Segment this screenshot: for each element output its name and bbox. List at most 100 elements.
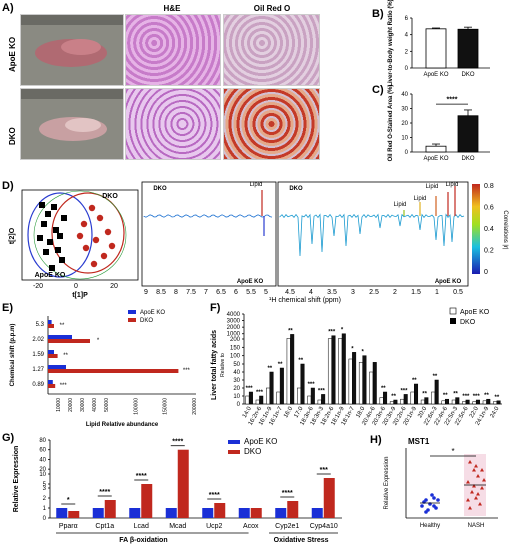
- f-significance: **: [381, 386, 386, 392]
- f-significance: **: [422, 392, 427, 398]
- oil-red-o-histology-dko: [223, 88, 320, 160]
- h-x-tick-label: NASH: [468, 523, 485, 529]
- h-point-nash: [466, 498, 470, 502]
- g-bar: [311, 508, 323, 518]
- f-significance: **: [298, 358, 303, 364]
- b-bar: [425, 28, 447, 69]
- g-bar: [177, 449, 189, 518]
- f-significance: ***: [318, 388, 326, 394]
- f-significance: *: [341, 328, 344, 334]
- h-point-nash: [468, 506, 472, 510]
- c-y-tick-label: 0: [405, 150, 409, 156]
- f-bar: [482, 400, 487, 405]
- d2-label-apoe: ApoE KO: [237, 279, 264, 285]
- g-legend-label: DKO: [244, 447, 261, 456]
- e-significance: *: [97, 338, 100, 344]
- e-bar: [48, 350, 54, 354]
- h-point-nash: [476, 474, 480, 478]
- d1-point-apoe: [57, 233, 63, 239]
- d1-point-dko: [96, 214, 104, 222]
- liver-photo-dko: [20, 88, 124, 160]
- liver-photo-apoe-ko: [20, 14, 124, 86]
- g-significance: ****: [172, 439, 183, 446]
- f-bar: [297, 387, 302, 405]
- g-x-tick-label: Acox: [243, 523, 259, 530]
- d1-ellipse-hotelling: [33, 190, 127, 280]
- h-point-nash: [476, 492, 480, 496]
- c-significance-stars: ****: [447, 96, 458, 103]
- c-y-tick-label: 40: [401, 92, 408, 98]
- f-x-tick-label: 14:0: [242, 405, 253, 419]
- f-y-tick-label: 10: [233, 394, 240, 400]
- h-point-nash: [482, 478, 486, 482]
- panel-label-a: A): [2, 2, 14, 14]
- g-y-tick-label: 10: [39, 472, 46, 478]
- f-bar: [462, 401, 467, 405]
- f-bar: [372, 362, 377, 405]
- d1-ellipse-apoe: [27, 192, 93, 278]
- e-legend-swatch: [128, 318, 136, 322]
- f-bar: [259, 395, 264, 405]
- e-legend-label: ApoE KO: [140, 310, 165, 316]
- f-y-tick-label: 100: [230, 354, 241, 360]
- e-bar: [48, 324, 54, 328]
- f-y-axis-title: Liver total fatty acids: [211, 330, 218, 400]
- g-y-tick-label: 1: [43, 506, 47, 512]
- d2-x-tick-label: 2: [393, 289, 397, 296]
- f-bar: [420, 399, 425, 405]
- c-y-tick-label: 30: [401, 107, 408, 113]
- e-significance: ***: [60, 383, 68, 389]
- h-point-nash: [472, 468, 476, 472]
- g-x-tick-label: Lcad: [134, 523, 149, 530]
- h-point-healthy: [436, 498, 440, 502]
- g-legend-label: ApoE KO: [244, 437, 277, 446]
- f-y-tick-label: 20: [233, 386, 240, 392]
- f-legend-swatch: [449, 307, 457, 315]
- h-point-healthy: [420, 504, 424, 508]
- f-significance: **: [433, 374, 438, 380]
- f-significance: **: [495, 395, 500, 401]
- f-bar: [441, 400, 446, 405]
- d1-group-label-dko: DKO: [102, 193, 118, 200]
- f-bar: [493, 401, 498, 405]
- d1-point-apoe: [43, 249, 49, 255]
- f-bar: [424, 397, 429, 405]
- f-legend-label: ApoE KO: [460, 309, 490, 316]
- g-significance: ****: [136, 473, 147, 480]
- h-point-healthy: [430, 493, 434, 497]
- col-header-he: H&E: [163, 4, 181, 13]
- c-x-tick-label: DKO: [461, 156, 474, 162]
- f-significance: *: [362, 350, 365, 356]
- f-significance: **: [288, 328, 293, 334]
- h-y-axis-label: Relative Expression: [384, 456, 390, 509]
- e-bar: [48, 354, 58, 358]
- g-bar: [129, 508, 141, 518]
- f-bar: [455, 397, 460, 405]
- d2-trace-left: [143, 214, 273, 218]
- b-x-tick-label: DKO: [461, 72, 474, 78]
- e-x-tick-label: 150000: [163, 398, 169, 415]
- f-x-tick-label: 17:0: [293, 405, 304, 419]
- d1-point-dko: [108, 242, 116, 250]
- e-x-axis-label: Lipid Relative abundance: [86, 422, 159, 428]
- f-significance: ***: [308, 382, 316, 388]
- f-y-tick-label: 2000: [227, 325, 241, 331]
- e-bar: [48, 380, 53, 384]
- c-y-tick-label: 10: [401, 136, 408, 142]
- f-bar: [379, 397, 384, 405]
- g-significance: *: [67, 497, 70, 504]
- f-significance: ***: [462, 394, 470, 400]
- f-legend-swatch: [450, 318, 456, 324]
- g-y-tick-label: 3: [43, 486, 47, 492]
- d2-x-tick-label: 2.5: [369, 289, 379, 296]
- f-bar: [486, 398, 491, 405]
- c-x-tick-label: ApoE KO: [423, 156, 448, 162]
- d1-point-apoe: [61, 215, 67, 221]
- g-significance: ****: [209, 492, 220, 499]
- g-legend-swatch: [228, 450, 240, 454]
- f-bar: [389, 401, 394, 405]
- c-y-tick-label: 20: [401, 121, 408, 127]
- d2-colorbar-tick-label: 0.2: [484, 248, 494, 255]
- g-bar: [250, 508, 262, 518]
- f-y-tick-label: 1000: [227, 332, 241, 338]
